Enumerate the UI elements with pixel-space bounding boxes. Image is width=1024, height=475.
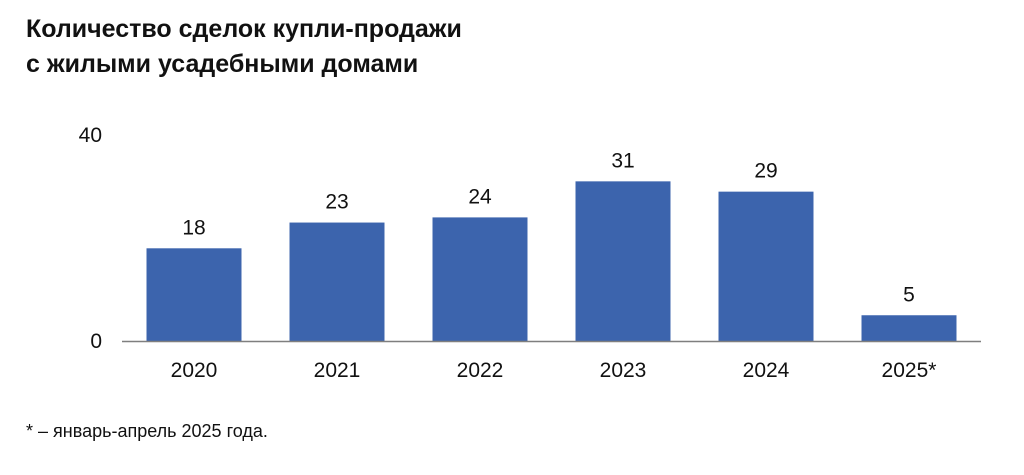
- bar-2023: [575, 181, 671, 341]
- chart-title: Количество сделок купли-продажи с жилыми…: [26, 12, 462, 82]
- y-tick-label-0: 0: [90, 330, 102, 353]
- x-tick-label-2020: 2020: [171, 359, 218, 382]
- value-labels-group: 18 23 24 31 29 5: [182, 149, 915, 306]
- y-tick-labels-group: 0 40: [79, 124, 102, 353]
- y-tick-label-40: 40: [79, 124, 102, 147]
- chart-title-line-1: Количество сделок купли-продажи: [26, 15, 462, 43]
- bar-2021: [289, 222, 385, 341]
- value-label-2024: 29: [754, 160, 777, 183]
- bar-2020: [146, 248, 242, 341]
- chart-title-line-2: с жилыми усадебными домами: [26, 50, 419, 78]
- value-label-2023: 31: [611, 149, 634, 172]
- bar-2022: [432, 217, 528, 341]
- bar-2025: [861, 315, 957, 341]
- value-label-2020: 18: [182, 216, 205, 239]
- x-tick-label-2024: 2024: [743, 359, 790, 382]
- x-tick-label-2023: 2023: [600, 359, 647, 382]
- x-tick-label-2021: 2021: [314, 359, 361, 382]
- x-tick-labels-group: 2020 2021 2022 2023 2024 2025*: [171, 359, 937, 382]
- x-tick-label-2022: 2022: [457, 359, 504, 382]
- bar-2024: [718, 191, 814, 341]
- bars-group: [146, 181, 957, 341]
- value-label-2025: 5: [903, 283, 915, 306]
- footnote: * – январь-апрель 2025 года.: [26, 421, 268, 441]
- value-label-2021: 23: [325, 191, 348, 214]
- value-label-2022: 24: [468, 185, 492, 208]
- x-tick-label-2025: 2025*: [882, 359, 937, 382]
